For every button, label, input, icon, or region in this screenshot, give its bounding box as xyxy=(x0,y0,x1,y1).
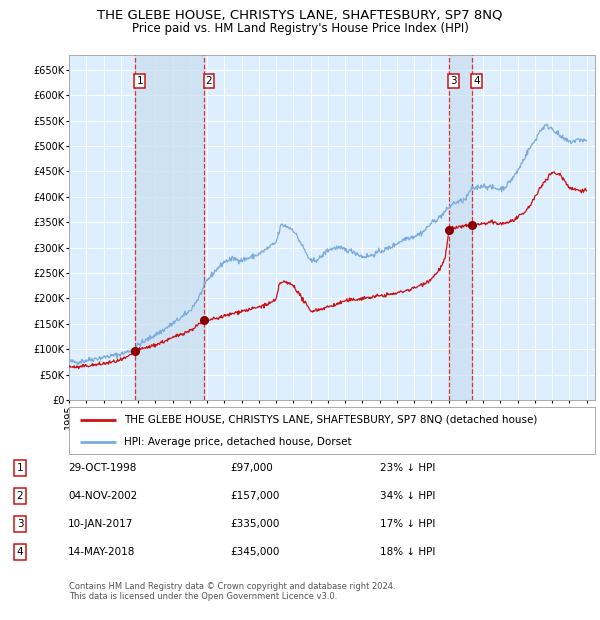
Text: 3: 3 xyxy=(17,519,23,529)
Text: 34% ↓ HPI: 34% ↓ HPI xyxy=(380,491,436,501)
Text: £345,000: £345,000 xyxy=(230,547,280,557)
Text: £97,000: £97,000 xyxy=(230,463,273,473)
Bar xyxy=(449,55,472,400)
Text: 14-MAY-2018: 14-MAY-2018 xyxy=(68,547,136,557)
Text: HPI: Average price, detached house, Dorset: HPI: Average price, detached house, Dors… xyxy=(124,437,352,447)
Text: 2: 2 xyxy=(206,76,212,86)
Text: £335,000: £335,000 xyxy=(230,519,280,529)
Text: 23% ↓ HPI: 23% ↓ HPI xyxy=(380,463,436,473)
Text: THE GLEBE HOUSE, CHRISTYS LANE, SHAFTESBURY, SP7 8NQ (detached house): THE GLEBE HOUSE, CHRISTYS LANE, SHAFTESB… xyxy=(124,415,538,425)
Text: 18% ↓ HPI: 18% ↓ HPI xyxy=(380,547,436,557)
Text: 04-NOV-2002: 04-NOV-2002 xyxy=(68,491,137,501)
Text: Contains HM Land Registry data © Crown copyright and database right 2024.
This d: Contains HM Land Registry data © Crown c… xyxy=(69,582,395,601)
Text: 2: 2 xyxy=(17,491,23,501)
Text: 29-OCT-1998: 29-OCT-1998 xyxy=(68,463,136,473)
Bar xyxy=(135,55,204,400)
Text: 10-JAN-2017: 10-JAN-2017 xyxy=(68,519,133,529)
Text: 1: 1 xyxy=(17,463,23,473)
Text: Price paid vs. HM Land Registry's House Price Index (HPI): Price paid vs. HM Land Registry's House … xyxy=(131,22,469,35)
Text: THE GLEBE HOUSE, CHRISTYS LANE, SHAFTESBURY, SP7 8NQ: THE GLEBE HOUSE, CHRISTYS LANE, SHAFTESB… xyxy=(97,8,503,21)
Text: 17% ↓ HPI: 17% ↓ HPI xyxy=(380,519,436,529)
Text: 1: 1 xyxy=(136,76,143,86)
Text: £157,000: £157,000 xyxy=(230,491,280,501)
Text: 4: 4 xyxy=(17,547,23,557)
Text: 3: 3 xyxy=(451,76,457,86)
Text: 4: 4 xyxy=(473,76,480,86)
